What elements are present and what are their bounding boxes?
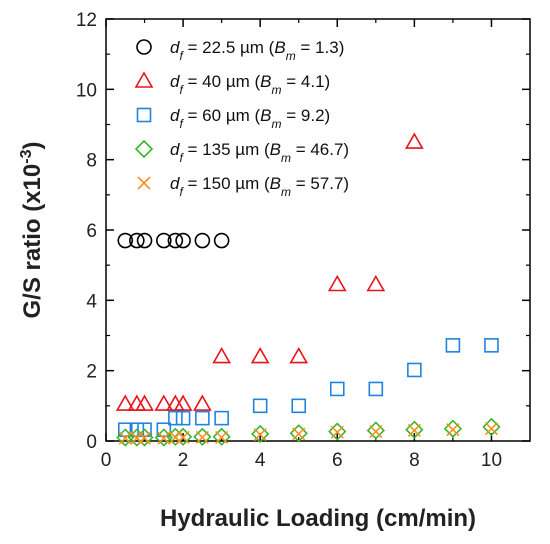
data-points: [115, 132, 501, 447]
data-point-square: [445, 338, 461, 353]
y-axis-title-main: G/S ratio (x10: [19, 164, 46, 319]
data-point-square: [368, 381, 384, 397]
data-point-diamond: [328, 422, 347, 441]
x-tick-label: 6: [332, 450, 343, 471]
data-point-circle: [194, 232, 211, 249]
data-point-circle: [136, 232, 153, 249]
data-point-diamond: [482, 417, 501, 437]
data-point-square: [117, 422, 133, 438]
y-tick-label: 4: [86, 291, 97, 312]
data-point-cross: [407, 423, 421, 438]
data-point-circle: [167, 232, 184, 249]
legend-entry: df = 150 µm (Bm = 57.7): [170, 174, 349, 199]
data-point-circle: [117, 232, 134, 249]
data-point-triangle: [404, 132, 424, 149]
x-tick-label: 2: [178, 450, 189, 471]
data-point-diamond: [289, 424, 308, 443]
legend-entry: df = 40 µm (Bm = 4.1): [170, 72, 330, 97]
y-tick-label: 12: [76, 10, 97, 31]
legend: df = 22.5 µm (Bm = 1.3) df = 40 µm (Bm = …: [134, 38, 349, 199]
data-point-cross: [215, 430, 229, 445]
data-point-diamond: [366, 421, 385, 440]
legend-marker-diamond: [134, 139, 154, 159]
data-point-square: [168, 410, 183, 426]
data-point-triangle: [250, 346, 270, 364]
y-tick-label: 0: [86, 432, 97, 453]
data-point-diamond: [405, 420, 424, 439]
data-point-square: [175, 410, 191, 426]
data-point-square: [484, 338, 499, 353]
data-point-triangle: [327, 274, 347, 292]
y-axis-title-exponent: -3: [18, 149, 35, 163]
y-tick-label: 6: [86, 221, 97, 242]
x-tick-label: 8: [409, 450, 420, 471]
y-axis-title-close: ): [19, 142, 46, 150]
data-point-cross: [369, 424, 383, 439]
data-point-cross: [484, 422, 499, 436]
x-tick-label: 10: [481, 450, 502, 471]
y-axis-title: G/S ratio (x10-3): [18, 142, 46, 319]
data-point-triangle: [366, 274, 386, 292]
y-tick-label: 8: [86, 151, 97, 172]
legend-marker-cross: [137, 176, 151, 190]
legend-entry: df = 22.5 µm (Bm = 1.3): [170, 38, 344, 63]
data-point-square: [407, 362, 422, 378]
y-tick-label: 2: [86, 362, 97, 383]
data-point-cross: [157, 431, 171, 445]
axis-ticks: 0 2 4 6 8 10 0 2 4 6 8 10 12: [76, 10, 530, 471]
data-point-cross: [118, 431, 132, 445]
data-point-cross: [195, 430, 209, 445]
data-point-square: [214, 410, 229, 426]
data-point-circle: [129, 232, 145, 249]
x-tick-label: 0: [101, 450, 112, 471]
y-tick-label: 10: [76, 80, 97, 101]
legend-marker-square: [136, 107, 152, 123]
data-point-cross: [176, 430, 190, 445]
data-point-cross: [137, 431, 152, 445]
data-point-diamond: [251, 424, 270, 444]
legend-entry: df = 60 µm (Bm = 9.2): [170, 106, 330, 131]
data-point-circle: [156, 232, 172, 249]
data-point-triangle: [289, 346, 309, 364]
data-point-square: [156, 422, 172, 438]
data-point-cross: [330, 425, 344, 439]
legend-marker-triangle: [134, 71, 154, 88]
data-point-cross: [253, 428, 267, 442]
data-point-triangle: [135, 394, 154, 411]
data-point-diamond: [193, 427, 212, 446]
data-point-diamond: [212, 427, 231, 446]
data-point-diamond: [443, 419, 463, 438]
data-point-triangle: [173, 394, 193, 411]
data-point-square: [252, 398, 268, 414]
legend-marker-circle: [136, 39, 152, 55]
data-point-triangle: [154, 394, 174, 411]
legend-entry: df = 135 µm (Bm = 46.7): [170, 140, 349, 165]
data-point-square: [195, 410, 210, 426]
data-point-cross: [446, 423, 460, 437]
data-point-circle: [175, 232, 191, 249]
data-point-square: [329, 381, 345, 397]
x-tick-label: 4: [255, 450, 266, 471]
data-point-triangle: [212, 346, 232, 364]
data-point-triangle: [115, 394, 135, 411]
x-axis-title: Hydraulic Loading (cm/min): [160, 505, 476, 532]
data-point-square: [291, 398, 307, 414]
data-point-cross: [292, 427, 306, 441]
data-point-circle: [213, 232, 230, 249]
data-point-triangle: [192, 394, 212, 411]
